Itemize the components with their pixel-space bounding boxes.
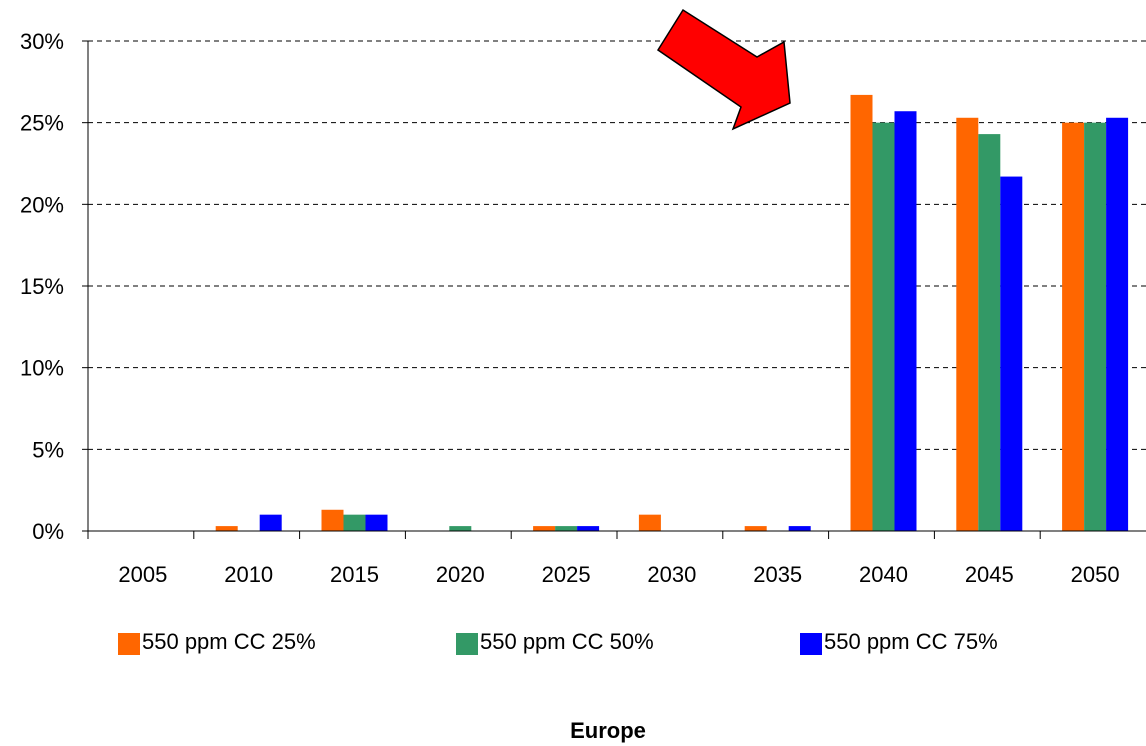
red-arrow-icon <box>656 8 791 131</box>
bar <box>215 526 238 531</box>
y-tick-label: 15% <box>20 274 64 299</box>
bar <box>1106 117 1129 532</box>
chart-caption: Europe <box>570 718 646 743</box>
bar <box>978 134 1001 531</box>
bar <box>577 526 600 531</box>
bar <box>449 526 472 531</box>
bar <box>1000 176 1023 532</box>
y-axis-ticks: 0% 5% 10% 15% 20% 25% 30% <box>20 29 64 544</box>
x-tick-label: 2010 <box>224 562 273 587</box>
bar <box>343 514 366 531</box>
bar <box>872 122 895 532</box>
bar <box>1084 122 1107 532</box>
legend-label: 550 ppm CC 75% <box>824 629 998 654</box>
y-tick-label: 5% <box>32 437 64 462</box>
x-tick-label: 2025 <box>542 562 591 587</box>
bar <box>638 514 661 531</box>
legend: 550 ppm CC 25% 550 ppm CC 50% 550 ppm CC 7… <box>118 629 998 655</box>
legend-swatch <box>456 633 478 655</box>
axes <box>82 40 1146 539</box>
bars <box>215 94 1129 532</box>
x-tick-label: 2005 <box>118 562 167 587</box>
x-tick-label: 2015 <box>330 562 379 587</box>
x-tick-label: 2030 <box>647 562 696 587</box>
x-tick-label: 2035 <box>753 562 802 587</box>
bar <box>533 526 556 531</box>
bar <box>788 526 811 531</box>
y-tick-label: 10% <box>20 356 64 381</box>
bar <box>850 94 873 532</box>
legend-swatch <box>118 633 140 655</box>
bar <box>259 514 282 531</box>
bar <box>956 117 979 532</box>
x-tick-label: 2020 <box>436 562 485 587</box>
bar <box>1062 122 1085 532</box>
annotation-arrow <box>656 8 791 131</box>
y-tick-label: 25% <box>20 111 64 136</box>
x-tick-label: 2050 <box>1071 562 1120 587</box>
legend-swatch <box>800 633 822 655</box>
y-tick-label: 20% <box>20 192 64 217</box>
bar <box>744 526 767 531</box>
bar <box>365 514 388 531</box>
bar <box>894 111 917 531</box>
x-axis-ticks: 2005 2010 2015 2020 2025 2030 2035 2040 2045 2050 <box>118 562 1119 587</box>
x-tick-label: 2040 <box>859 562 908 587</box>
bar <box>321 509 344 531</box>
y-tick-label: 0% <box>32 519 64 544</box>
legend-label: 550 ppm CC 25% <box>142 629 316 654</box>
bar <box>555 526 578 531</box>
legend-label: 550 ppm CC 50% <box>480 629 654 654</box>
x-tick-label: 2045 <box>965 562 1014 587</box>
y-tick-label: 30% <box>20 29 64 54</box>
